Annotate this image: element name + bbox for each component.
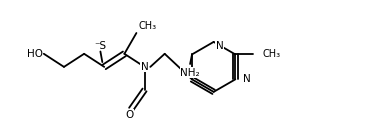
Text: CH₃: CH₃ [262, 49, 280, 59]
Text: N: N [243, 74, 251, 84]
Text: ⁻S: ⁻S [94, 41, 106, 51]
Text: N: N [216, 41, 223, 51]
Text: O: O [125, 110, 133, 120]
Text: HO: HO [26, 49, 43, 59]
Text: CH₃: CH₃ [138, 21, 156, 31]
Text: NH₂: NH₂ [180, 68, 200, 78]
Text: N: N [141, 62, 148, 72]
